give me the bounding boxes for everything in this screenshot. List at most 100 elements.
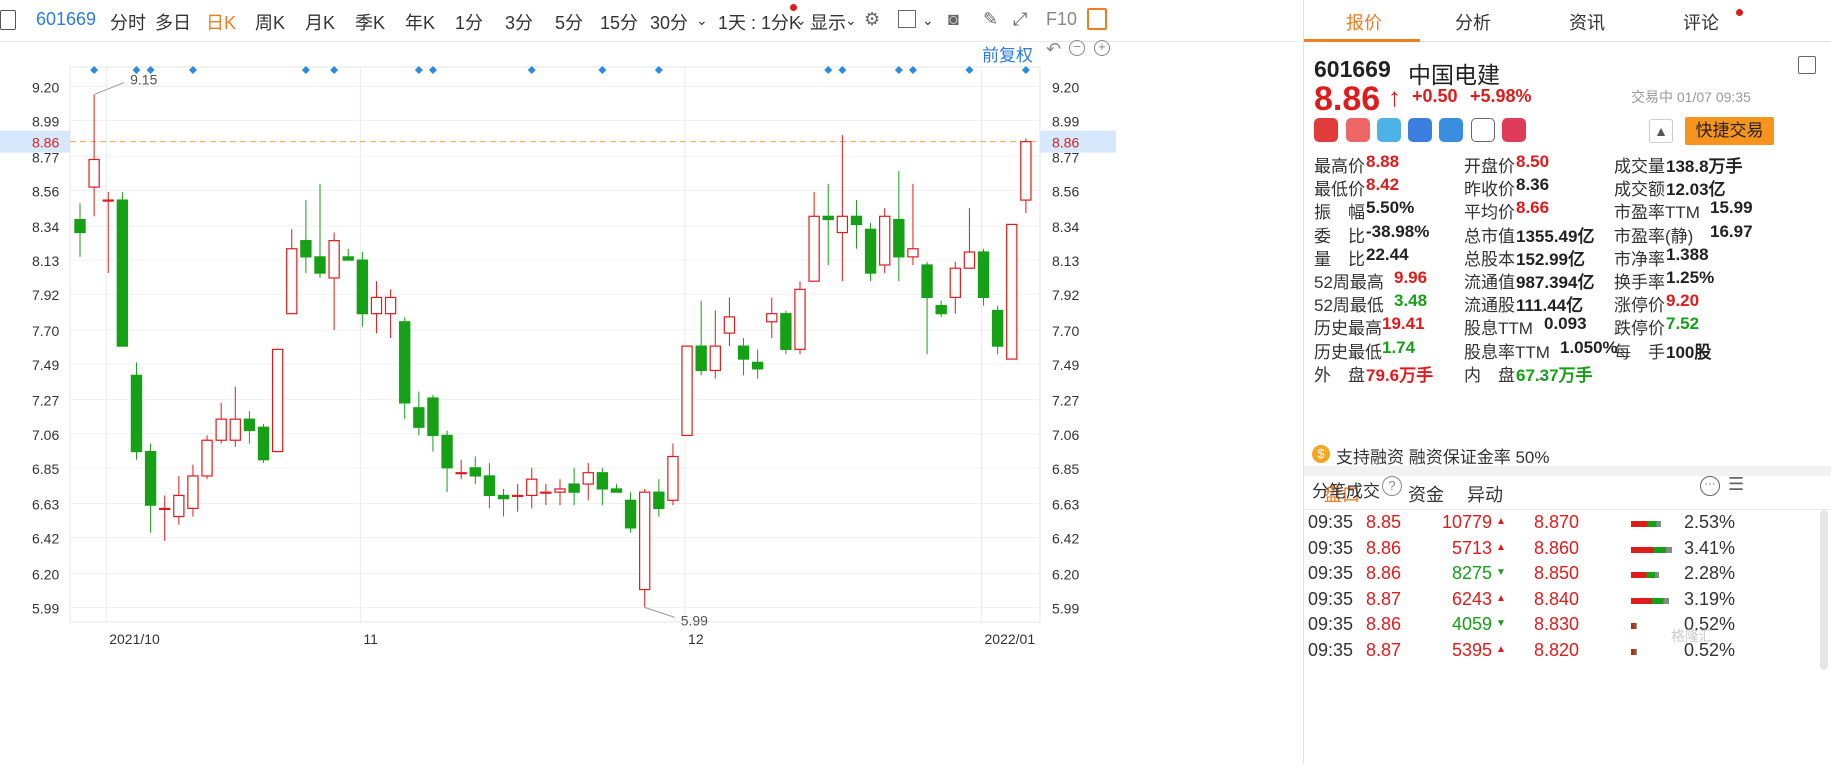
ticks-scrollbar[interactable] (1820, 510, 1828, 670)
layout-icon[interactable] (1798, 56, 1816, 74)
candle-body (88, 158, 100, 188)
quick-trade-button[interactable]: 快捷交易 (1685, 117, 1774, 145)
period-tab-3min[interactable]: 3分 (505, 13, 534, 33)
y-tick-label-right: 8.99 (1052, 114, 1079, 130)
candle-body (314, 256, 326, 274)
period-tab-year[interactable]: 年K (405, 13, 436, 33)
china-flag-icon[interactable] (1314, 118, 1338, 142)
period-tab-quarter[interactable]: 季K (355, 13, 386, 33)
f10-button[interactable]: F10 (1046, 9, 1078, 29)
quote-field-label: 流通值 (1464, 273, 1515, 292)
quote-field-value: 8.36 (1516, 175, 1550, 195)
tick-pct: 0.52% (1684, 614, 1736, 634)
chevron-down-icon[interactable]: ⌄ (922, 12, 934, 28)
chevron-down-icon[interactable]: ⌄ (696, 12, 708, 28)
panel-toggle-icon[interactable] (1087, 8, 1107, 30)
active-tab-indicator (1304, 39, 1420, 42)
tick-row: 09:35 8.85 10779 8.870 2.53% ▲ (1304, 508, 1831, 538)
collapse-chevron-icon[interactable]: ⌃ (1536, 374, 1548, 390)
quote-field-value: 79.6万手 (1366, 365, 1434, 385)
period-tab-5min[interactable]: 5分 (555, 13, 584, 33)
watermark: 格隆汇 (1671, 628, 1713, 644)
quote-field-label: 最高价 (1314, 157, 1365, 176)
bell-icon[interactable]: ▲ (1649, 119, 1673, 143)
quote-field-value: 100股 (1666, 342, 1712, 362)
event-marker-icon (838, 66, 847, 74)
tag-icon[interactable] (1439, 118, 1463, 142)
sidebar-toggle-icon[interactable] (0, 10, 16, 30)
current-price-tag-right (1040, 130, 1116, 153)
coin-icon: $ (1312, 445, 1330, 463)
y-tick-label-left: 7.27 (32, 393, 59, 409)
quote-field-label: 每 手 (1614, 342, 1665, 362)
quote-field-value: 1355.49亿 (1516, 226, 1595, 246)
zoom-out-icon[interactable]: − (1069, 40, 1085, 56)
max-annotation: 9.15 (130, 72, 157, 88)
gear-icon[interactable]: ⚙ (864, 9, 881, 29)
period-tab-month[interactable]: 月K (305, 13, 336, 33)
candle-body (935, 304, 947, 315)
period-tab-week[interactable]: 周K (255, 13, 286, 33)
quote-field-label: 52周最高 (1314, 273, 1384, 292)
quote-field-label: 振 幅 (1314, 203, 1365, 223)
dollar-icon[interactable] (1408, 118, 1432, 142)
help-icon[interactable]: ? (1382, 476, 1402, 496)
period-tab-fenshi[interactable]: 分时 (110, 13, 146, 33)
lightning-icon[interactable] (1346, 118, 1370, 142)
candle-body (130, 374, 143, 453)
kline-svg[interactable]: 9.20 9.20 8.99 8.99 8.77 8.77 8.56 8.56 8.34 8.34… (0, 42, 1300, 764)
tick-price: 8.86 (1366, 614, 1402, 634)
x-tick-label: 11 (363, 631, 378, 647)
y-tick-label-right: 7.70 (1052, 323, 1079, 339)
period-tab-15min[interactable]: 15分 (600, 13, 639, 33)
tab-analysis[interactable]: 分析 (1455, 13, 1491, 33)
fullscreen-icon[interactable]: ⤢ (1013, 9, 1028, 29)
tick-vol: 10779 (1441, 512, 1492, 532)
tab-comments[interactable]: 评论 (1683, 13, 1719, 33)
tab-pankou[interactable]: 盘口 (1324, 485, 1360, 505)
candle-body (596, 472, 609, 490)
drawing-box-icon[interactable] (898, 10, 916, 28)
fq-toggle[interactable]: 前复权 (982, 46, 1033, 65)
tab-news[interactable]: 资讯 (1569, 13, 1605, 33)
list-icon[interactable]: ☰ (1728, 474, 1745, 494)
tick-down-arrow-icon: ▼ (1496, 618, 1506, 629)
chevron-down-icon[interactable]: ⌄ (795, 12, 807, 28)
tab-zijin[interactable]: 资金 (1408, 485, 1444, 505)
quote-field-value: 1.25% (1666, 268, 1715, 287)
tick-pct: 0.52% (1684, 639, 1736, 660)
tab-quote[interactable]: 报价 (1346, 13, 1382, 33)
candle-body (1006, 223, 1018, 360)
notebook-icon[interactable] (1471, 118, 1495, 142)
quote-field-label: 市盈率(静) (1614, 226, 1694, 246)
heart-icon[interactable] (1502, 118, 1526, 142)
display-menu[interactable]: 显示 (810, 13, 846, 33)
more-icon[interactable]: ··· (1700, 476, 1720, 496)
notification-dot-icon (790, 4, 797, 11)
quote-code: 601669 (1314, 56, 1391, 82)
period-tab-day[interactable]: 日K (206, 13, 237, 33)
quote-field-value: 152.99亿 (1516, 249, 1585, 269)
tick-time: 09:35 (1308, 639, 1354, 660)
shuffle-icon[interactable] (1377, 118, 1401, 142)
tick-vol: 5395 (1451, 639, 1492, 660)
undo-icon[interactable]: ↶ (1046, 39, 1062, 59)
period-tab-1min[interactable]: 1分 (455, 13, 484, 33)
event-marker-icon (330, 66, 339, 74)
candle-body (243, 418, 256, 432)
tab-yidong[interactable]: 异动 (1467, 485, 1503, 505)
period-tab-duori[interactable]: 多日 (155, 13, 191, 33)
candle-body (653, 491, 665, 510)
period-tab-30min[interactable]: 30分 (650, 13, 689, 33)
candle-body (286, 248, 298, 315)
zoom-in-icon[interactable]: + (1094, 40, 1110, 56)
y-tick-label-left: 8.99 (32, 114, 59, 130)
chevron-down-icon[interactable]: ⌄ (845, 12, 857, 28)
y-tick-label-right: 6.20 (1052, 566, 1079, 582)
pencil-icon[interactable]: ✎ (983, 9, 999, 29)
y-tick-label-left: 9.20 (32, 79, 59, 95)
camera-icon[interactable]: ◙ (948, 9, 959, 29)
event-marker-icon (598, 66, 607, 74)
kline-chart[interactable]: 9.20 9.20 8.99 8.99 8.77 8.77 8.56 8.56 8.34 8.34… (0, 39, 1300, 764)
range-select[interactable]: 1天 : 1分K (718, 13, 802, 33)
